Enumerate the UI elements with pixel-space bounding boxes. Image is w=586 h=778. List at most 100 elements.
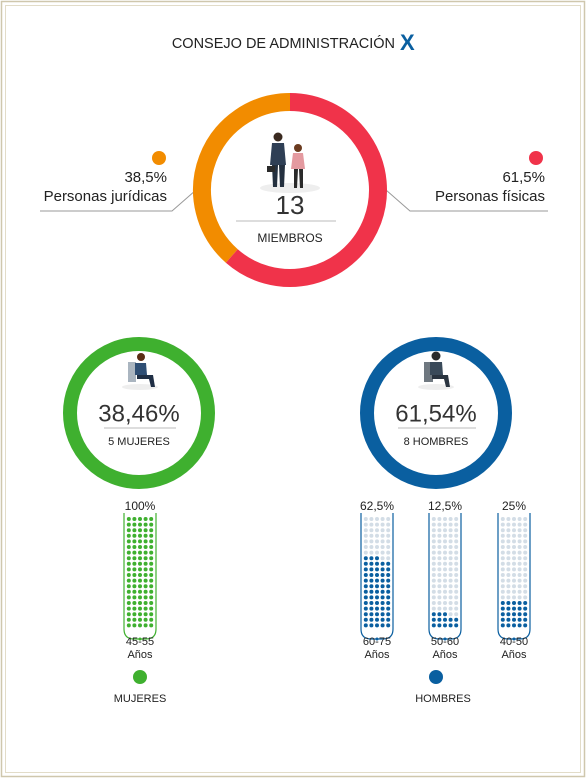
dot-empty: [431, 545, 436, 549]
dot-empty: [380, 533, 385, 538]
dot-empty: [380, 556, 385, 561]
dot-filled: [126, 595, 131, 600]
dot-filled: [448, 623, 453, 628]
dot-empty: [506, 522, 511, 527]
donut-segment: [193, 93, 291, 263]
dot-empty: [443, 567, 447, 572]
dot-filled: [506, 617, 511, 622]
dot-empty: [448, 528, 453, 533]
dot-filled: [138, 556, 142, 561]
dot-empty: [431, 606, 436, 611]
dot-empty: [437, 556, 442, 561]
dot-empty: [506, 550, 511, 555]
dot-empty: [512, 528, 516, 533]
dot-empty: [437, 573, 442, 577]
dot-empty: [380, 539, 385, 544]
dot-empty: [448, 561, 453, 566]
ring-value: 61,54%: [395, 400, 476, 427]
dot-filled: [138, 533, 142, 538]
dot-filled: [363, 561, 368, 566]
dot-empty: [506, 545, 511, 549]
dot-fill: [363, 517, 391, 628]
dot-empty: [500, 578, 505, 583]
dot-filled: [143, 623, 148, 628]
dot-empty: [431, 589, 436, 594]
dot-empty: [437, 606, 442, 611]
dot-empty: [512, 550, 516, 555]
dot-empty: [386, 522, 391, 527]
dot-empty: [506, 528, 511, 533]
dot-filled: [143, 567, 148, 572]
dot-filled: [132, 522, 137, 527]
dot-filled: [380, 612, 385, 617]
dot-filled: [132, 623, 137, 628]
dot-filled: [380, 617, 385, 622]
legend-dot: [152, 151, 166, 165]
age-range: 40-50: [500, 636, 528, 648]
dot-empty: [500, 533, 505, 538]
dot-filled: [138, 578, 142, 583]
dot-empty: [437, 595, 442, 600]
dot-filled: [375, 606, 379, 611]
dot-empty: [431, 561, 436, 566]
value-label: 62,5%: [360, 499, 394, 513]
dot-empty: [517, 556, 522, 561]
dot-filled: [126, 617, 131, 622]
dot-empty: [369, 522, 374, 527]
dot-filled: [132, 528, 137, 533]
dot-empty: [431, 550, 436, 555]
dot-filled: [375, 623, 379, 628]
dot-filled: [380, 601, 385, 605]
age-range: 60-75: [363, 636, 391, 648]
dot-filled: [138, 550, 142, 555]
dot-filled: [149, 517, 154, 521]
dot-empty: [523, 567, 528, 572]
title: CONSEJO DE ADMINISTRACIÓN: [172, 35, 395, 52]
dot-filled: [126, 573, 131, 577]
dot-empty: [363, 528, 368, 533]
dot-filled: [149, 584, 154, 589]
dot-filled: [138, 612, 142, 617]
dot-filled: [380, 623, 385, 628]
dot-filled: [363, 556, 368, 561]
dot-empty: [443, 533, 447, 538]
dot-filled: [143, 601, 148, 605]
dot-filled: [126, 561, 131, 566]
dot-empty: [431, 584, 436, 589]
dot-filled: [454, 623, 459, 628]
dot-empty: [448, 584, 453, 589]
dot-filled: [132, 550, 137, 555]
dot-empty: [454, 556, 459, 561]
dot-empty: [437, 539, 442, 544]
legend-label: MUJERES: [114, 693, 167, 705]
dot-empty: [448, 545, 453, 549]
center-value: 13: [276, 190, 305, 220]
dot-empty: [512, 556, 516, 561]
dot-empty: [386, 517, 391, 521]
dot-filled: [149, 606, 154, 611]
dot-filled: [454, 617, 459, 622]
dot-empty: [443, 545, 447, 549]
dot-filled: [512, 606, 516, 611]
dot-empty: [363, 539, 368, 544]
dot-empty: [454, 589, 459, 594]
dot-empty: [523, 545, 528, 549]
dot-filled: [143, 573, 148, 577]
dot-filled: [500, 612, 505, 617]
dot-filled: [512, 601, 516, 605]
dot-empty: [363, 522, 368, 527]
dot-empty: [517, 589, 522, 594]
dot-filled: [517, 623, 522, 628]
dot-empty: [448, 556, 453, 561]
dot-filled: [363, 573, 368, 577]
dot-empty: [386, 533, 391, 538]
dot-filled: [126, 606, 131, 611]
dot-filled: [517, 606, 522, 611]
dot-filled: [132, 567, 137, 572]
dot-empty: [454, 606, 459, 611]
dot-filled: [431, 623, 436, 628]
dot-filled: [132, 545, 137, 549]
dot-empty: [454, 601, 459, 605]
dot-filled: [369, 589, 374, 594]
dot-empty: [506, 556, 511, 561]
